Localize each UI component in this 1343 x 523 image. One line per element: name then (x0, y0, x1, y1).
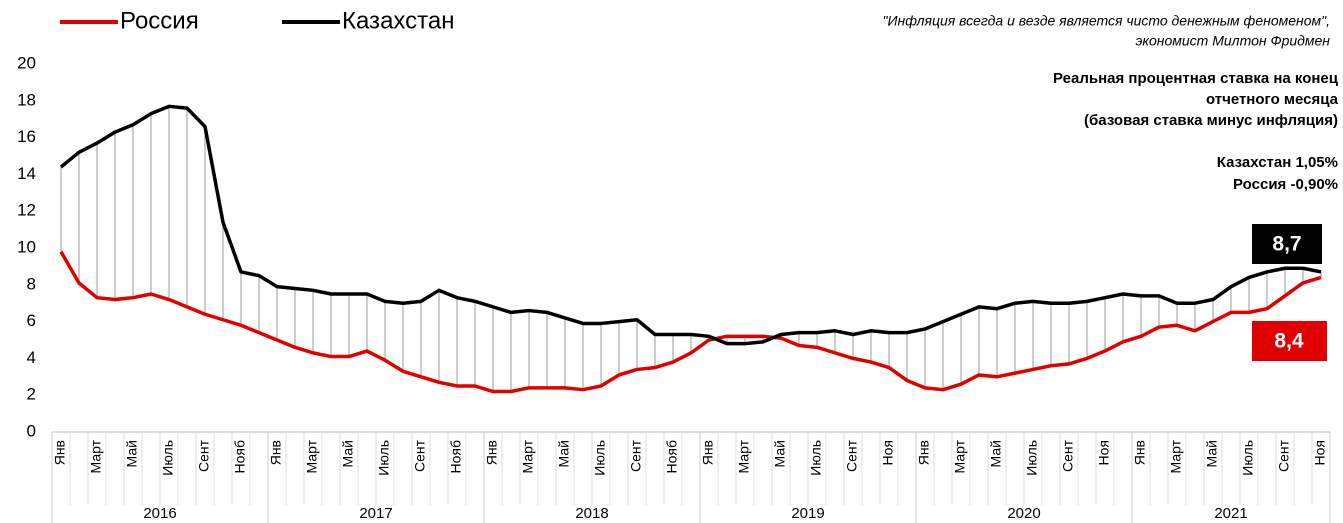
x-tick-label: Янв (52, 440, 68, 465)
legend-label: Россия (120, 7, 199, 34)
series-line (59, 104, 1322, 346)
y-tick-label: 16 (17, 127, 36, 146)
x-tick-label: Июль (1240, 440, 1256, 476)
x-tick-label: Сент (844, 439, 860, 472)
x-tick-label: Сент (1276, 439, 1292, 472)
end-label: 8,7 (1272, 233, 1301, 256)
x-tick-label: Янв (916, 440, 932, 465)
x-tick-label: Март (1168, 439, 1184, 473)
x-tick-label: Май (340, 440, 356, 467)
x-tick-label: Май (1204, 440, 1220, 467)
x-tick-label: Май (124, 440, 140, 467)
x-tick-label: Май (556, 440, 572, 467)
chart-title: (базовая ставка минус инфляция) (1084, 112, 1338, 129)
year-label: 2018 (575, 505, 608, 522)
y-tick-label: 18 (17, 90, 36, 109)
y-tick-label: 0 (27, 421, 36, 440)
annotation: Россия -0,90% (1233, 176, 1338, 193)
y-tick-label: 8 (27, 274, 36, 293)
y-tick-label: 12 (17, 201, 36, 220)
chart-title: Реальная процентная ставка на конец (1053, 70, 1339, 87)
x-tick-label: Май (772, 440, 788, 467)
x-tick-label: Ноя (1312, 440, 1328, 465)
y-tick-label: 2 (27, 385, 36, 404)
x-tick-label: Март (88, 439, 104, 473)
y-tick-label: 14 (17, 164, 36, 183)
year-label: 2019 (791, 505, 824, 522)
x-tick-label: Сент (196, 439, 212, 472)
x-tick-label: Ноя (880, 440, 896, 465)
x-tick-label: Янв (1132, 440, 1148, 465)
x-tick-label: Май (988, 440, 1004, 467)
x-tick-label: Июль (808, 440, 824, 476)
x-tick-label: Сент (1060, 439, 1076, 472)
x-tick-label: Янв (268, 440, 284, 465)
y-tick-label: 4 (27, 348, 36, 367)
y-tick-label: 10 (17, 237, 36, 256)
x-tick-label: Нояб (448, 440, 464, 474)
series-line (59, 250, 1322, 394)
x-tick-label: Ноя (1096, 440, 1112, 465)
end-label: 8,4 (1274, 330, 1304, 353)
x-tick-label: Июль (592, 440, 608, 476)
x-tick-label: Март (304, 439, 320, 473)
x-tick-label: Янв (700, 440, 716, 465)
end-label-box (1252, 224, 1322, 264)
year-label: 2016 (143, 505, 176, 522)
x-tick-label: Июль (160, 440, 176, 476)
year-label: 2017 (359, 505, 392, 522)
quote: "Инфляция всегда и везде является чисто … (883, 13, 1330, 29)
x-tick-label: Нояб (232, 440, 248, 474)
x-tick-label: Сент (628, 439, 644, 472)
x-tick-label: Янв (484, 440, 500, 465)
annotation: Казахстан 1,05% (1217, 154, 1338, 171)
year-label: 2021 (1214, 505, 1247, 522)
x-tick-label: Июль (376, 440, 392, 476)
x-tick-label: Март (736, 439, 752, 473)
x-tick-label: Сент (412, 439, 428, 472)
year-label: 2020 (1007, 505, 1040, 522)
chart-title: отчетного месяца (1206, 91, 1339, 108)
end-label-box (1252, 321, 1327, 361)
legend-label: Казахстан (342, 7, 454, 34)
quote: экономист Милтон Фридмен (1136, 33, 1331, 49)
x-tick-label: Июль (1024, 440, 1040, 476)
x-tick-label: Март (952, 439, 968, 473)
x-tick-label: Март (520, 439, 536, 473)
x-tick-label: Нояб (664, 440, 680, 474)
y-tick-label: 20 (17, 53, 36, 72)
y-tick-label: 6 (27, 311, 36, 330)
